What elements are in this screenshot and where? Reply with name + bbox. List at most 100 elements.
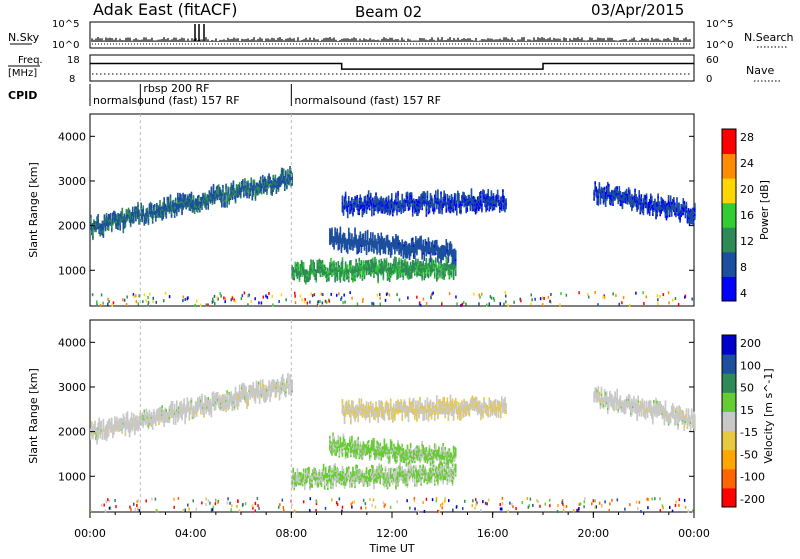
echo-cell <box>447 243 449 246</box>
echo-cell <box>398 258 400 261</box>
date-label: 03/Apr/2015 <box>591 1 684 19</box>
echo-cell <box>388 263 390 266</box>
echo-cell <box>493 193 495 196</box>
echo-cell <box>426 302 428 305</box>
echo-cell <box>452 197 454 200</box>
echo-cell <box>407 192 409 195</box>
echo-cell <box>604 187 606 190</box>
freq-tick-top: 18 <box>67 55 80 66</box>
echo-cell <box>351 297 353 300</box>
echo-cell <box>361 260 363 263</box>
echo-cell <box>530 303 532 306</box>
echo-cell <box>387 235 389 238</box>
echo-cell <box>405 259 407 262</box>
echo-cell <box>427 191 429 194</box>
echo-cell <box>358 258 360 261</box>
echo-cell <box>244 178 246 181</box>
echo-cell <box>344 233 346 236</box>
echo-cell <box>635 194 637 197</box>
echo-cell <box>298 262 300 265</box>
echo-cell <box>674 202 676 205</box>
echo-cell <box>132 207 134 210</box>
echo-cell <box>595 186 597 189</box>
echo-cell <box>191 192 193 195</box>
echo-cell <box>342 195 344 198</box>
echo-cell <box>668 195 670 198</box>
echo-cell <box>629 304 631 307</box>
echo-cell <box>325 267 327 270</box>
echo-cell <box>173 200 175 203</box>
echo-cell <box>363 233 365 236</box>
echo-cell <box>374 235 376 238</box>
echo-cell <box>458 193 460 196</box>
nave-tick-bottom: 0 <box>706 74 712 85</box>
echo-cell <box>285 170 287 173</box>
echo-cell <box>612 292 614 295</box>
freq-tick-bottom: 8 <box>69 74 75 85</box>
echo-cell <box>629 189 631 192</box>
echo-cell <box>686 202 688 205</box>
echo-cell <box>626 189 628 192</box>
echo-cell <box>397 191 399 194</box>
echo-cell <box>444 193 446 196</box>
echo-cell <box>247 303 249 306</box>
echo-cell <box>432 198 434 201</box>
echo-cell <box>106 213 108 216</box>
echo-cell <box>646 193 648 196</box>
echo-cell <box>375 192 377 195</box>
echo-cell <box>260 176 262 179</box>
echo-cell <box>487 189 489 192</box>
echo-cell <box>321 293 323 296</box>
echo-cell <box>168 197 170 200</box>
echo-cell <box>278 300 280 303</box>
echo-cell <box>620 191 622 194</box>
echo-cell <box>616 186 618 189</box>
echo-cell <box>395 193 397 196</box>
echo-cell <box>401 239 403 242</box>
echo-cell <box>401 194 403 197</box>
echo-cell <box>345 261 347 264</box>
echo-cell <box>397 236 399 239</box>
echo-cell <box>347 264 349 267</box>
echo-cell <box>634 189 636 192</box>
cpid-segment-label: rbsp 200 RF <box>143 82 209 95</box>
echo-cell <box>657 193 659 196</box>
echo-cell <box>417 259 419 262</box>
echo-cell <box>429 241 431 244</box>
echo-cell <box>250 177 252 180</box>
echo-cell <box>180 194 182 197</box>
nsearch-tick-top: 10^5 <box>706 19 733 30</box>
echo-cell <box>359 231 361 234</box>
echo-cell <box>420 236 422 239</box>
echo-cell <box>361 198 363 201</box>
echo-cell <box>412 238 414 241</box>
echo-cell <box>350 260 352 263</box>
echo-cell <box>383 198 385 201</box>
echo-cell <box>345 192 347 195</box>
echo-cell <box>213 184 215 187</box>
echo-cell <box>322 260 324 263</box>
echo-cell <box>354 227 356 230</box>
nsky-trace <box>92 24 692 44</box>
echo-cell <box>169 295 171 298</box>
echo-cell <box>225 184 227 187</box>
echo-cell <box>90 215 92 218</box>
echo-cell <box>363 260 365 263</box>
echo-cell <box>542 296 544 299</box>
echo-cell <box>185 298 187 301</box>
echo-cell <box>370 193 372 196</box>
echo-cell <box>431 196 433 199</box>
cpid-segment-label: normalsound (fast) 157 RF <box>294 94 441 107</box>
echo-cell <box>426 258 428 261</box>
echo-cell <box>435 190 437 193</box>
echo-cell <box>471 188 473 191</box>
echo-cell <box>170 194 172 197</box>
echo-cell <box>410 262 412 265</box>
echo-cell <box>149 293 151 296</box>
echo-cell <box>151 203 153 206</box>
station-title: Adak East (fitACF) <box>93 0 237 19</box>
echo-cell <box>126 303 128 306</box>
echo-cell <box>110 213 112 216</box>
echo-cell <box>684 296 686 299</box>
